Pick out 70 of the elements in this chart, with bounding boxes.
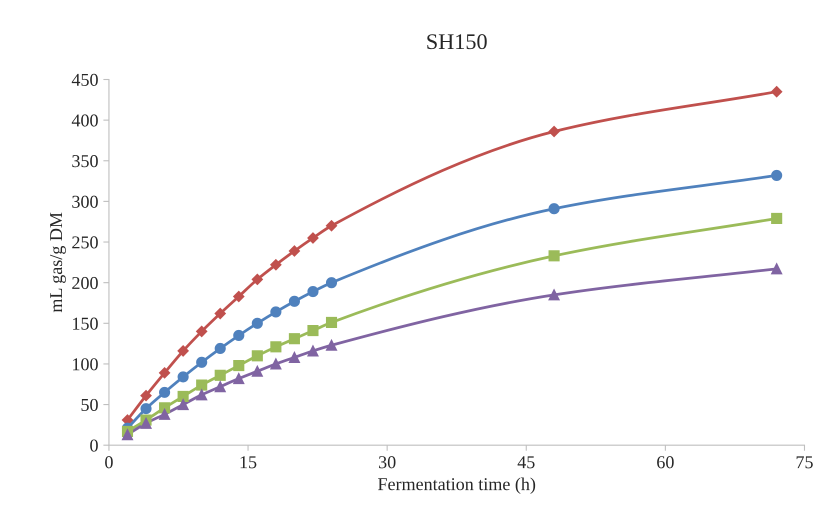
point xyxy=(158,367,170,378)
point xyxy=(233,373,244,384)
point xyxy=(771,212,782,224)
point xyxy=(196,356,208,368)
point xyxy=(214,370,226,381)
point xyxy=(178,345,189,357)
point xyxy=(178,390,189,402)
point xyxy=(270,341,282,352)
point xyxy=(159,386,170,398)
x-tick-label: 0 xyxy=(105,456,113,468)
y-tick-label: 150 xyxy=(73,318,98,330)
point xyxy=(122,429,134,440)
point xyxy=(140,390,152,402)
point xyxy=(771,86,782,98)
point xyxy=(548,289,560,300)
y-axis-title: mL gas/g DM xyxy=(50,212,66,312)
point xyxy=(252,274,263,286)
point xyxy=(178,399,189,410)
x-tick-label: 15 xyxy=(240,456,256,468)
point xyxy=(288,333,300,344)
point xyxy=(233,330,244,342)
point xyxy=(159,408,170,420)
point xyxy=(771,170,782,181)
point xyxy=(233,360,244,372)
point xyxy=(326,316,338,328)
point xyxy=(196,389,208,400)
point xyxy=(270,358,282,370)
x-tick-label: 60 xyxy=(657,456,674,468)
x-tick-label: 75 xyxy=(796,456,813,468)
point xyxy=(252,366,263,377)
point xyxy=(140,403,152,414)
point xyxy=(326,277,338,288)
point xyxy=(252,318,263,329)
point xyxy=(233,290,244,302)
point xyxy=(214,381,226,392)
y-tick-label: 450 xyxy=(72,74,98,86)
y-tick-label: 0 xyxy=(90,439,98,452)
y-tick-label: 350 xyxy=(72,155,98,168)
point xyxy=(771,263,782,274)
y-tick-label: 400 xyxy=(72,114,98,127)
point xyxy=(307,232,319,244)
point xyxy=(196,326,208,338)
x-tick-label: 30 xyxy=(378,456,396,468)
point xyxy=(548,126,560,138)
y-tick-label: 50 xyxy=(82,398,98,412)
point xyxy=(326,220,338,232)
point xyxy=(307,286,319,298)
point xyxy=(288,352,300,363)
point xyxy=(288,245,300,257)
point xyxy=(307,345,319,356)
point xyxy=(270,306,282,318)
chart-title: SH150 xyxy=(427,34,487,50)
point xyxy=(270,259,282,270)
point xyxy=(252,350,263,362)
point xyxy=(326,340,338,351)
point xyxy=(196,380,208,391)
y-tick-label: 100 xyxy=(73,358,98,370)
point xyxy=(548,250,560,262)
point xyxy=(214,342,226,354)
y-tick-label: 200 xyxy=(72,276,98,290)
point xyxy=(288,296,300,307)
point xyxy=(307,325,319,336)
y-tick-label: 250 xyxy=(72,236,98,248)
point xyxy=(214,308,226,320)
point xyxy=(178,371,189,382)
x-tick-label: 45 xyxy=(518,456,535,468)
y-tick-label: 300 xyxy=(72,196,98,208)
point xyxy=(548,203,560,214)
x-axis-title: Fermentation time (h) xyxy=(378,478,536,494)
point xyxy=(140,418,152,429)
